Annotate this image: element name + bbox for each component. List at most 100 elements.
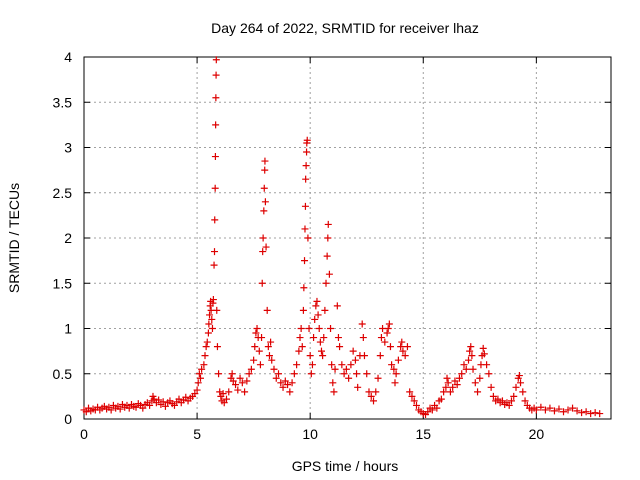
data-point	[507, 397, 515, 405]
data-point	[578, 409, 586, 417]
data-point	[480, 350, 488, 358]
data-point	[201, 352, 209, 360]
data-point	[272, 374, 280, 382]
data-point	[293, 361, 301, 369]
data-point	[210, 261, 218, 269]
data-point	[260, 184, 268, 192]
data-point	[564, 406, 572, 414]
data-point	[255, 347, 263, 355]
data-point	[205, 320, 213, 328]
data-point	[159, 398, 167, 406]
data-point	[541, 406, 549, 414]
data-point	[320, 334, 328, 342]
data-point	[354, 383, 362, 391]
data-point	[519, 388, 527, 396]
y-tick-label: 4	[64, 49, 72, 65]
data-point	[476, 374, 484, 382]
y-tick-label: 3.5	[53, 94, 73, 110]
data-point	[467, 343, 475, 351]
data-point	[468, 352, 476, 360]
data-point	[308, 361, 316, 369]
data-point	[193, 386, 201, 394]
x-axis-ticks: 0 5 10 15 20	[80, 57, 544, 442]
data-point	[582, 408, 590, 416]
data-point	[316, 338, 324, 346]
data-point	[374, 374, 382, 382]
data-point	[304, 234, 312, 242]
data-point	[258, 334, 266, 342]
data-point	[150, 395, 158, 403]
data-point	[305, 325, 313, 332]
data-point	[236, 374, 244, 382]
data-point	[569, 404, 577, 412]
data-point	[228, 370, 236, 378]
data-point	[471, 379, 479, 387]
data-point	[195, 370, 203, 378]
data-point	[302, 175, 310, 183]
data-point	[365, 388, 373, 396]
data-point	[315, 325, 323, 332]
data-point	[487, 383, 495, 391]
data-point	[259, 248, 267, 256]
data-point	[444, 379, 452, 387]
data-point	[494, 395, 502, 403]
data-point	[212, 94, 220, 102]
data-point	[146, 401, 154, 409]
data-point	[390, 365, 398, 373]
x-tick-label: 5	[193, 426, 201, 442]
data-point	[327, 325, 335, 332]
data-point	[412, 401, 420, 409]
data-point	[408, 392, 416, 400]
data-point	[208, 315, 216, 323]
data-point	[82, 408, 90, 416]
data-point	[247, 365, 255, 373]
data-point	[331, 365, 339, 373]
data-point	[198, 365, 206, 373]
data-point	[213, 343, 221, 351]
data-point	[232, 381, 240, 389]
data-point	[560, 408, 568, 416]
x-tick-label: 0	[80, 426, 88, 442]
data-point	[340, 370, 348, 378]
data-points	[80, 56, 604, 418]
data-point	[385, 320, 393, 328]
data-point	[349, 347, 357, 355]
data-point	[319, 352, 327, 360]
data-point	[264, 343, 272, 351]
data-point	[587, 410, 595, 418]
data-point	[259, 234, 267, 242]
data-point	[206, 311, 214, 319]
data-point	[258, 279, 266, 287]
data-point	[479, 344, 487, 352]
data-point	[284, 381, 292, 389]
data-point	[359, 334, 367, 342]
data-point	[306, 352, 314, 360]
data-point	[243, 377, 251, 385]
data-point	[208, 325, 216, 332]
data-point	[303, 148, 311, 156]
data-point	[510, 392, 518, 400]
data-point	[211, 248, 219, 256]
data-point	[324, 220, 332, 228]
data-point	[191, 390, 199, 398]
y-tick-label: 0	[64, 411, 72, 427]
data-point	[288, 379, 296, 387]
data-point	[215, 370, 223, 378]
data-point	[394, 356, 402, 364]
data-point	[312, 302, 320, 310]
data-point	[465, 356, 473, 364]
data-point	[399, 347, 407, 355]
data-point	[298, 343, 306, 351]
data-point	[446, 388, 454, 396]
data-point	[213, 306, 221, 314]
data-point	[313, 297, 321, 305]
data-point	[132, 403, 140, 411]
data-point	[286, 388, 294, 396]
data-point	[410, 397, 418, 405]
data-point	[260, 207, 268, 215]
data-point	[322, 279, 330, 287]
data-point	[125, 404, 133, 412]
data-point	[275, 370, 283, 378]
data-point	[211, 153, 219, 161]
